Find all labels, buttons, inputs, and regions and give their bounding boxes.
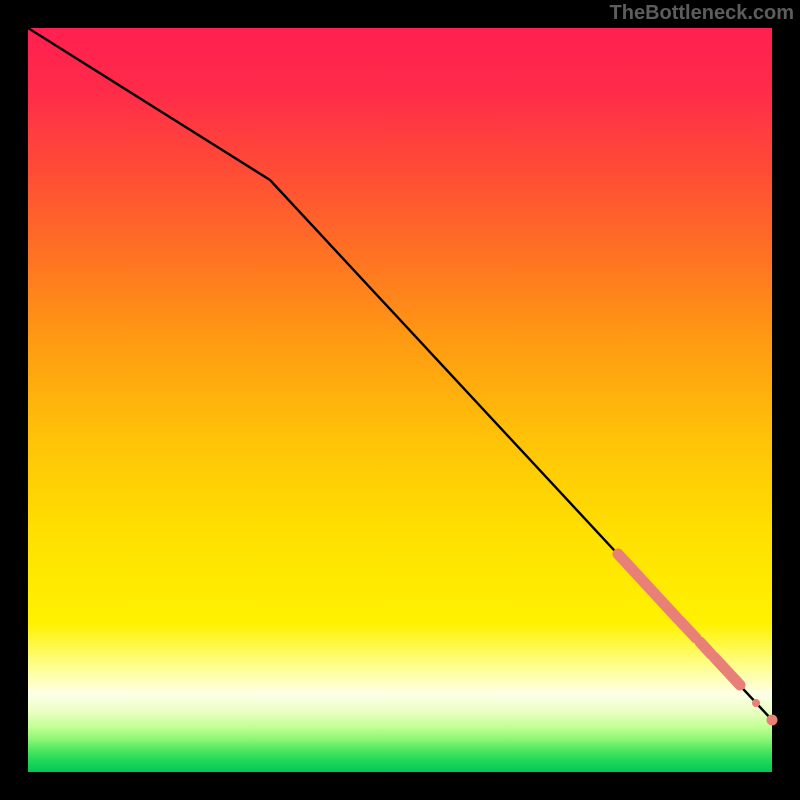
chart-svg [0,0,800,800]
attribution-text: TheBottleneck.com [610,2,794,25]
chart-container: TheBottleneck.com [0,0,800,800]
plot-background [28,28,772,772]
